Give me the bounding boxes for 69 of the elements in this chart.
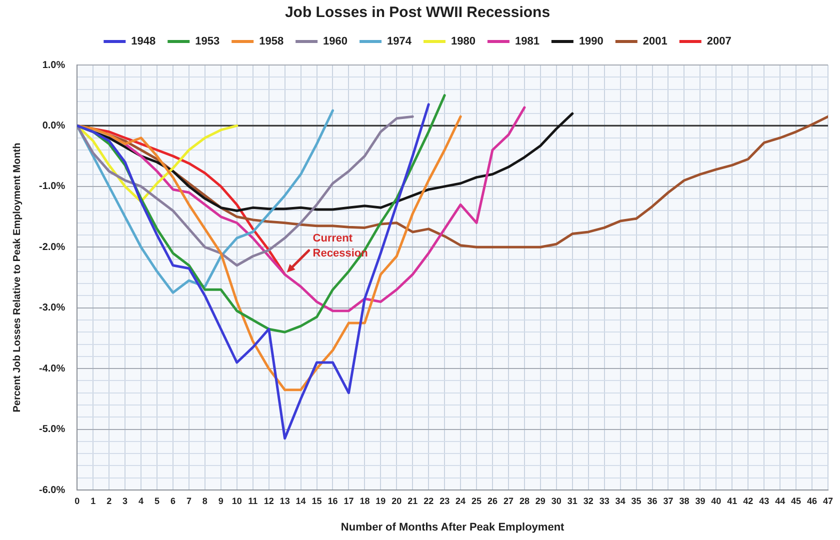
x-tick-label: 41 xyxy=(727,496,738,506)
x-tick-label: 30 xyxy=(551,496,562,506)
legend-label: 1960 xyxy=(323,36,348,48)
legend-label: 1948 xyxy=(131,36,156,48)
x-tick-label: 27 xyxy=(503,496,514,506)
x-tick-label: 9 xyxy=(218,496,224,506)
x-tick-label: 18 xyxy=(360,496,370,506)
y-tick-label: -2.0% xyxy=(39,242,66,253)
x-tick-label: 33 xyxy=(599,496,610,506)
legend-label: 1953 xyxy=(195,36,220,48)
y-tick-label: -3.0% xyxy=(39,302,66,314)
x-tick-label: 42 xyxy=(743,496,754,506)
legend-label: 1958 xyxy=(259,36,284,48)
x-tick-label: 39 xyxy=(695,496,706,506)
y-tick-label: -4.0% xyxy=(39,363,66,374)
x-tick-label: 46 xyxy=(807,496,818,506)
x-tick-label: 43 xyxy=(759,496,770,506)
x-tick-label: 20 xyxy=(392,496,402,506)
x-tick-label: 37 xyxy=(663,496,674,506)
x-tick-label: 15 xyxy=(312,496,322,506)
x-tick-label: 13 xyxy=(280,496,290,506)
x-tick-label: 5 xyxy=(154,496,160,506)
x-tick-label: 1 xyxy=(90,496,96,506)
x-tick-label: 28 xyxy=(519,496,530,506)
legend-label: 1980 xyxy=(451,36,476,48)
x-tick-label: 40 xyxy=(711,496,722,506)
x-tick-label: 6 xyxy=(170,496,176,506)
x-tick-label: 31 xyxy=(567,496,578,506)
x-tick-label: 24 xyxy=(456,496,466,506)
x-tick-label: 26 xyxy=(487,496,498,506)
y-tick-label: 1.0% xyxy=(42,60,66,71)
y-tick-label: -5.0% xyxy=(39,424,66,436)
x-tick-label: 11 xyxy=(248,496,258,506)
x-tick-label: 4 xyxy=(138,496,144,506)
x-tick-label: 14 xyxy=(296,496,306,506)
chart-title: Job Losses in Post WWII Recessions xyxy=(284,4,550,22)
x-axis-title: Number of Months After Peak Employment xyxy=(340,521,565,534)
x-tick-label: 32 xyxy=(583,496,594,506)
x-tick-label: 10 xyxy=(232,496,242,506)
x-tick-label: 23 xyxy=(440,496,450,506)
y-axis-title: Percent Job Losses Relative to Peak Employment Month xyxy=(12,142,23,412)
x-tick-label: 7 xyxy=(186,496,192,506)
legend-label: 1990 xyxy=(578,36,604,48)
x-tick-label: 34 xyxy=(615,496,626,506)
x-tick-label: 2 xyxy=(106,496,112,506)
legend-label: 1974 xyxy=(387,36,412,48)
x-tick-label: 22 xyxy=(424,496,434,506)
x-tick-label: 8 xyxy=(202,496,208,506)
x-tick-label: 19 xyxy=(376,496,386,506)
x-tick-label: 25 xyxy=(472,496,482,506)
x-tick-label: 12 xyxy=(264,496,274,506)
y-tick-label: -6.0% xyxy=(39,484,66,496)
x-tick-label: 0 xyxy=(74,496,80,506)
x-tick-label: 35 xyxy=(631,496,642,506)
x-tick-label: 16 xyxy=(328,496,338,506)
x-tick-label: 36 xyxy=(647,496,658,506)
legend-label: 1981 xyxy=(514,36,540,48)
legend-label: 2007 xyxy=(706,36,732,48)
x-tick-label: 21 xyxy=(408,496,418,506)
y-tick-label: 0.0% xyxy=(42,120,66,132)
x-tick-label: 45 xyxy=(791,496,802,506)
x-tick-label: 44 xyxy=(775,496,786,506)
x-tick-label: 17 xyxy=(344,496,354,506)
x-tick-label: 38 xyxy=(679,496,690,506)
y-tick-label: -1.0% xyxy=(39,181,66,192)
x-tick-label: 29 xyxy=(535,496,546,506)
x-tick-label: 47 xyxy=(822,496,834,506)
x-tick-label: 3 xyxy=(122,496,128,506)
legend-label: 2001 xyxy=(642,36,668,48)
